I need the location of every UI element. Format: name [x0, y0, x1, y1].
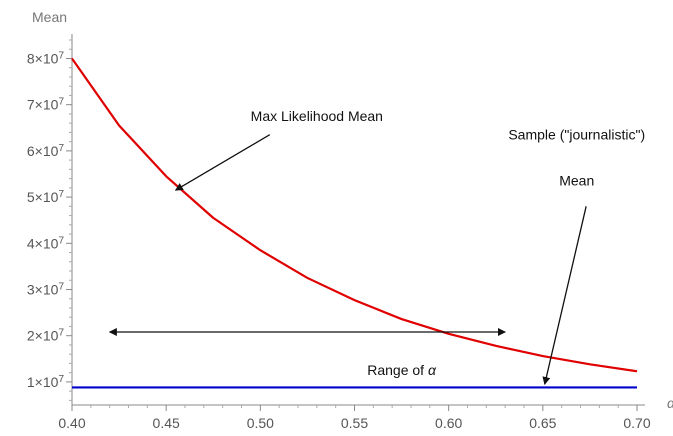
sample-mean-arrow: [542, 206, 587, 385]
x-axis-title: α: [667, 395, 673, 411]
x-ticks: 0.40 0.45 0.50 0.55 0.60 0.65 0.70: [58, 405, 651, 431]
y-ticks: 1×107 2×107 3×107 4×107 5×107 6×107 7×107 8×107: [27, 39, 72, 401]
sample-mean-label-line2: Mean: [559, 173, 594, 189]
series-group: [71, 57, 638, 389]
y-tick-label: 5×107: [27, 189, 65, 206]
y-tick-label: 7×107: [27, 96, 65, 113]
x-tick-label: 0.50: [247, 415, 274, 431]
max-likelihood-label: Max Likelihood Mean: [251, 108, 383, 124]
axes: 0.40 0.45 0.50 0.55 0.60 0.65 0.70 1×107 2×107 3…: [27, 9, 673, 431]
y-tick-label: 3×107: [27, 281, 65, 298]
y-tick-label: 6×107: [27, 142, 65, 159]
y-tick-label: 4×107: [27, 235, 65, 252]
max-likelihood-mean-line: [71, 57, 638, 373]
y-tick-label: 1×107: [27, 373, 65, 390]
alpha-range-label: Range of α: [367, 362, 437, 378]
sample-mean-label-line1: Sample ("journalistic"): [508, 126, 645, 142]
annotations: Max Likelihood Mean Sample ("journalisti…: [108, 108, 645, 385]
x-tick-label: 0.45: [153, 415, 180, 431]
y-axis-title: Mean: [32, 9, 67, 25]
x-tick-label: 0.65: [529, 415, 556, 431]
x-tick-label: 0.55: [341, 415, 368, 431]
y-tick-label: 2×107: [27, 327, 65, 344]
y-tick-label: 8×107: [27, 50, 65, 67]
max-likelihood-arrow: [174, 134, 271, 191]
alpha-range-text: Range of: [367, 362, 428, 378]
x-tick-label: 0.40: [58, 415, 85, 431]
x-tick-label: 0.70: [623, 415, 650, 431]
x-tick-label: 0.60: [435, 415, 462, 431]
alpha-symbol: α: [428, 362, 437, 378]
